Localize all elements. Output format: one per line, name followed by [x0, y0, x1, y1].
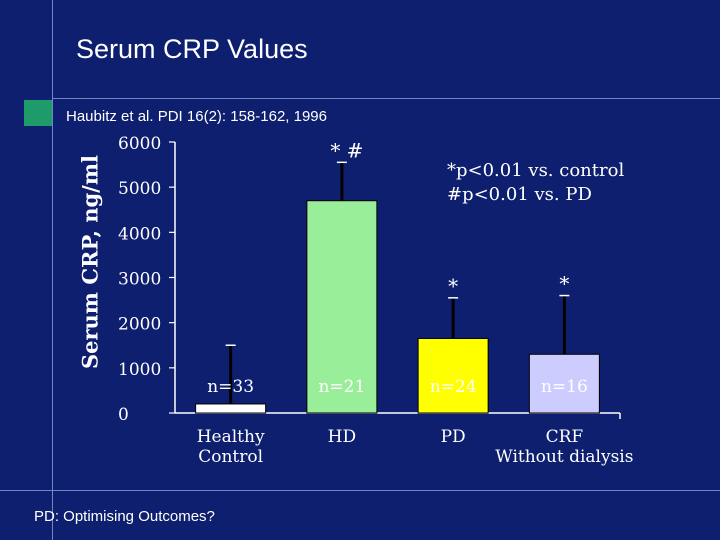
category-label-2-0: PD [441, 427, 466, 447]
significance-marker-2: * [448, 274, 458, 298]
y-tick-label-2000: 2000 [118, 315, 161, 335]
y-tick-label-1000: 1000 [118, 360, 161, 380]
n-label-1: n=21 [318, 377, 365, 397]
bar-0 [195, 403, 267, 414]
bar-1 [306, 200, 378, 414]
y-tick-label-3000: 3000 [118, 270, 161, 290]
category-label-3-1: Without dialysis [495, 447, 633, 467]
slide-title: Serum CRP Values [76, 34, 308, 64]
significance-note-pd: #p<0.01 vs. PD [447, 184, 592, 205]
horizontal-rule [52, 98, 720, 99]
significance-note-control: *p<0.01 vs. control [447, 160, 625, 181]
vertical-rule [52, 0, 53, 540]
significance-marker-1: * # [330, 138, 363, 162]
category-label-3-0: CRF [546, 427, 584, 447]
category-label-1-0: HD [328, 427, 356, 447]
category-label-0-1: Control [198, 447, 263, 467]
significance-marker-3: * [559, 272, 569, 296]
footer-text: PD: Optimising Outcomes? [34, 508, 215, 525]
y-tick-label-4000: 4000 [118, 224, 161, 244]
category-label-0-0: Healthy [197, 427, 265, 447]
y-tick-label-6000: 6000 [118, 134, 161, 154]
bar-3 [528, 353, 600, 414]
bar-2 [417, 337, 489, 414]
accent-square [24, 100, 52, 126]
citation: Haubitz et al. PDI 16(2): 158-162, 1996 [66, 108, 327, 125]
crp-bar-chart: 0 1000 2000 3000 4000 5000 6000 n=33 HealthyCont… [118, 134, 633, 467]
n-label-3: n=16 [541, 377, 588, 397]
n-label-0: n=33 [207, 377, 254, 397]
y-tick-label-5000: 5000 [118, 179, 161, 199]
n-label-2: n=24 [430, 377, 477, 397]
footer-rule [0, 490, 720, 491]
y-tick-label-0: 0 [118, 405, 129, 425]
